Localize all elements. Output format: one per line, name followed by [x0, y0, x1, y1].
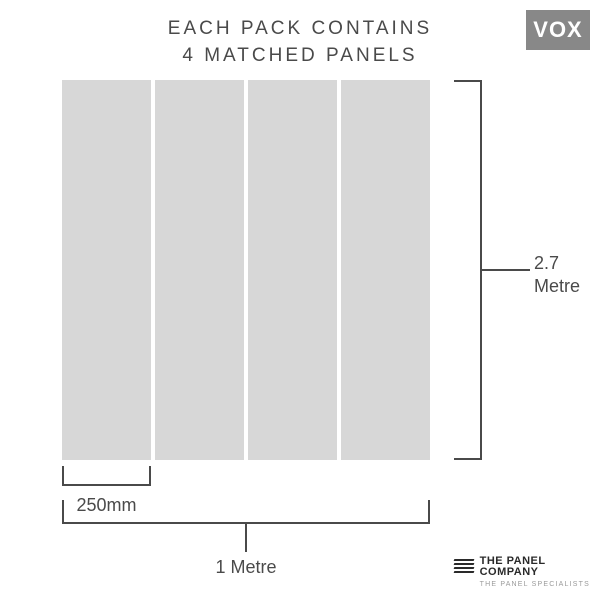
brand-line-2: COMPANY: [480, 567, 546, 579]
diagram-canvas: EACH PACK CONTAINS 4 MATCHED PANELS VOX …: [0, 0, 600, 600]
panel-4: [341, 80, 430, 460]
panel-width-label: 250mm: [62, 494, 151, 517]
panel-width-cap-right: [149, 466, 151, 486]
panel-width-cap-left: [62, 466, 64, 486]
vox-logo: VOX: [526, 10, 590, 50]
brand-badge: THE PANEL COMPANY THE PANEL SPECIALISTS: [454, 556, 590, 588]
title-line-1: EACH PACK CONTAINS: [168, 18, 432, 39]
diagram-title: EACH PACK CONTAINS 4 MATCHED PANELS: [0, 16, 600, 69]
total-width-label: 1 Metre: [62, 556, 430, 579]
height-bracket-tick: [480, 269, 530, 271]
height-value: 2.7: [534, 253, 559, 273]
height-unit: Metre: [534, 276, 580, 296]
panel-stack-icon: [454, 558, 474, 576]
total-width-cap-left: [62, 500, 64, 524]
panel-2: [155, 80, 244, 460]
brand-tagline: THE PANEL SPECIALISTS: [480, 581, 590, 588]
panel-width-bar: [62, 484, 151, 486]
height-bracket-cap-top: [454, 80, 482, 82]
panel-3: [248, 80, 337, 460]
title-line-2: 4 MATCHED PANELS: [182, 45, 417, 66]
total-width-cap-right: [428, 500, 430, 524]
total-width-tick: [245, 522, 247, 552]
height-bracket-cap-bottom: [454, 458, 482, 460]
height-label: 2.7 Metre: [534, 252, 594, 297]
panel-1: [62, 80, 151, 460]
